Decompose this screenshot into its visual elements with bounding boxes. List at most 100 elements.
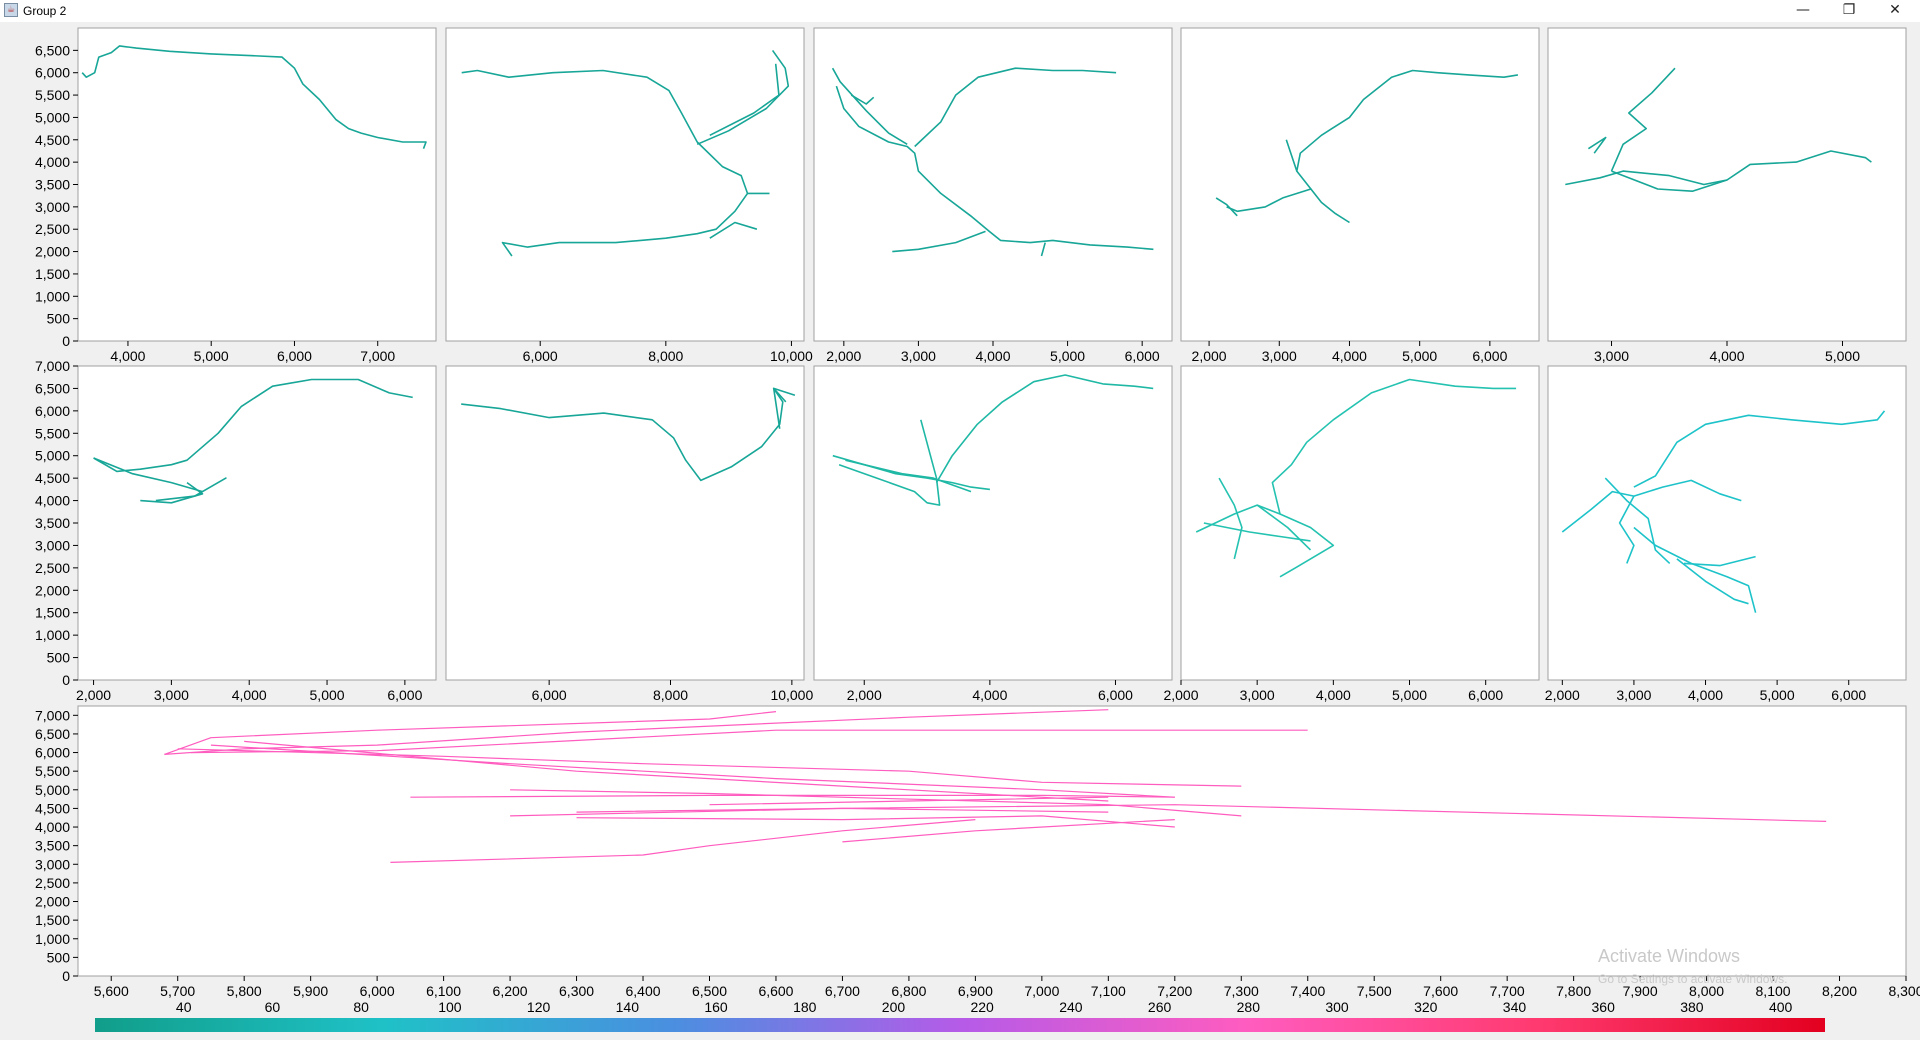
y-tick-label: 2,000 bbox=[35, 894, 70, 910]
x-tick-label: 4,000 bbox=[1316, 687, 1351, 703]
plot-panel-6: 2,000 3,000 4,000 5,000 6,000 0 500 1,000 1,500 2… bbox=[35, 358, 437, 703]
x-tick-label: 6,000 bbox=[1468, 687, 1503, 703]
x-tick-label: 7,200 bbox=[1157, 983, 1192, 999]
trajectory-line bbox=[1296, 69, 1519, 190]
y-tick-label: 2,500 bbox=[35, 560, 70, 576]
y-tick-label: 2,500 bbox=[35, 221, 70, 237]
x-tick-label: 6,500 bbox=[692, 983, 727, 999]
y-tick-label: 6,500 bbox=[35, 380, 70, 396]
plot-area bbox=[1180, 27, 1540, 342]
x-tick-label: 10,000 bbox=[770, 348, 813, 364]
x-tick-label: 8,200 bbox=[1822, 983, 1857, 999]
x-tick-label: 7,700 bbox=[1490, 983, 1525, 999]
y-tick-label: 6,000 bbox=[35, 745, 70, 761]
window-title: Group 2 bbox=[23, 4, 67, 18]
y-tick-label: 1,000 bbox=[35, 627, 70, 643]
trajectory-line bbox=[1040, 242, 1046, 257]
java-app-icon: ☕ bbox=[4, 3, 18, 17]
y-tick-label: 3,000 bbox=[35, 537, 70, 553]
x-tick-label: 4,000 bbox=[972, 687, 1007, 703]
trajectory-line bbox=[1611, 170, 1728, 192]
x-tick-label: 6,000 bbox=[277, 348, 312, 364]
trajectory-line bbox=[1218, 477, 1243, 560]
plot-panel-9: 2,000 3,000 4,000 5,000 6,000 bbox=[1163, 365, 1540, 703]
x-tick-label: 6,900 bbox=[958, 983, 993, 999]
trajectory-line bbox=[1226, 188, 1350, 224]
x-tick-label: 4,000 bbox=[1709, 348, 1744, 364]
x-tick-label: 5,600 bbox=[94, 983, 129, 999]
x-tick-label: 2,000 bbox=[1192, 348, 1227, 364]
plot-area bbox=[77, 365, 437, 681]
trajectory-line bbox=[1633, 410, 1886, 488]
y-tick-label: 2,000 bbox=[35, 244, 70, 260]
colorbar-tick-label: 120 bbox=[527, 999, 551, 1015]
trajectory-line bbox=[1215, 197, 1238, 217]
y-tick-label: 6,500 bbox=[35, 726, 70, 742]
colorbar-tick-label: 160 bbox=[704, 999, 728, 1015]
x-tick-label: 6,000 bbox=[523, 348, 558, 364]
trajectory-line bbox=[709, 63, 780, 137]
y-tick-label: 4,500 bbox=[35, 800, 70, 816]
close-button[interactable]: ✕ bbox=[1889, 2, 1901, 18]
plot-area bbox=[445, 365, 805, 681]
x-tick-label: 5,000 bbox=[310, 687, 345, 703]
plot-area bbox=[813, 27, 1173, 342]
x-tick-label: 2,000 bbox=[76, 687, 111, 703]
x-tick-label: 3,000 bbox=[901, 348, 936, 364]
colorbar-tick-label: 80 bbox=[353, 999, 369, 1015]
y-tick-label: 6,500 bbox=[35, 42, 70, 58]
x-tick-label: 5,800 bbox=[227, 983, 262, 999]
x-tick-label: 8,300 bbox=[1888, 983, 1920, 999]
trajectory-line bbox=[461, 69, 749, 257]
x-tick-label: 6,200 bbox=[493, 983, 528, 999]
trajectory-line bbox=[410, 794, 1175, 798]
colorbar-tick-label: 300 bbox=[1325, 999, 1349, 1015]
trajectory-line bbox=[709, 796, 1109, 806]
y-tick-label: 500 bbox=[47, 650, 71, 666]
plot-panel-5: 3,000 4,000 5,000 bbox=[1547, 27, 1907, 364]
title-bar: ☕ Group 2 — ❐ ✕ bbox=[0, 0, 1920, 22]
plot-area bbox=[77, 705, 1907, 977]
x-tick-label: 6,000 bbox=[1125, 348, 1160, 364]
trajectory-line bbox=[81, 45, 427, 149]
y-tick-label: 1,500 bbox=[35, 912, 70, 928]
trajectory-line bbox=[1633, 526, 1757, 613]
trajectory-line bbox=[892, 230, 986, 253]
y-tick-label: 6,000 bbox=[35, 403, 70, 419]
x-tick-label: 3,000 bbox=[1616, 687, 1651, 703]
trajectory-line bbox=[842, 819, 1175, 843]
plot-area bbox=[813, 365, 1173, 681]
colorbar-tick-label: 220 bbox=[970, 999, 994, 1015]
trajectory-line bbox=[140, 481, 204, 504]
x-tick-label: 3,000 bbox=[1594, 348, 1629, 364]
y-tick-label: 4,000 bbox=[35, 493, 70, 509]
plot-area bbox=[1547, 27, 1907, 342]
y-tick-label: 3,500 bbox=[35, 838, 70, 854]
colorbar-tick-label: 380 bbox=[1680, 999, 1704, 1015]
plot-panel-8: 2,000 4,000 6,000 bbox=[813, 365, 1173, 703]
x-tick-label: 5,000 bbox=[1402, 348, 1437, 364]
x-tick-label: 6,000 bbox=[1831, 687, 1866, 703]
x-tick-label: 5,000 bbox=[1050, 348, 1085, 364]
plot-panel-2: 6,000 8,000 10,000 bbox=[445, 27, 813, 364]
y-tick-label: 4,000 bbox=[35, 819, 70, 835]
x-tick-label: 7,000 bbox=[1024, 983, 1059, 999]
x-tick-label: 6,100 bbox=[426, 983, 461, 999]
x-tick-label: 7,100 bbox=[1091, 983, 1126, 999]
y-tick-label: 3,000 bbox=[35, 856, 70, 872]
x-tick-label: 6,000 bbox=[1472, 348, 1507, 364]
trajectory-line bbox=[772, 387, 787, 429]
x-tick-label: 7,000 bbox=[360, 348, 395, 364]
x-tick-label: 7,500 bbox=[1357, 983, 1392, 999]
restore-button[interactable]: ❐ bbox=[1842, 2, 1856, 18]
plot-area bbox=[77, 27, 437, 342]
minimize-button[interactable]: — bbox=[1796, 2, 1810, 18]
plot-area bbox=[1180, 365, 1540, 681]
plot-panel-10: 2,000 3,000 4,000 5,000 6,000 bbox=[1545, 365, 1907, 703]
x-tick-label: 8,000 bbox=[648, 348, 683, 364]
x-tick-label: 6,000 bbox=[1098, 687, 1133, 703]
trajectory-line bbox=[1285, 139, 1298, 172]
plot-panel-1: 4,000 5,000 6,000 7,000 0 500 1,000 1,500 2,000 2… bbox=[35, 27, 437, 364]
trajectory-line bbox=[1604, 477, 1671, 564]
